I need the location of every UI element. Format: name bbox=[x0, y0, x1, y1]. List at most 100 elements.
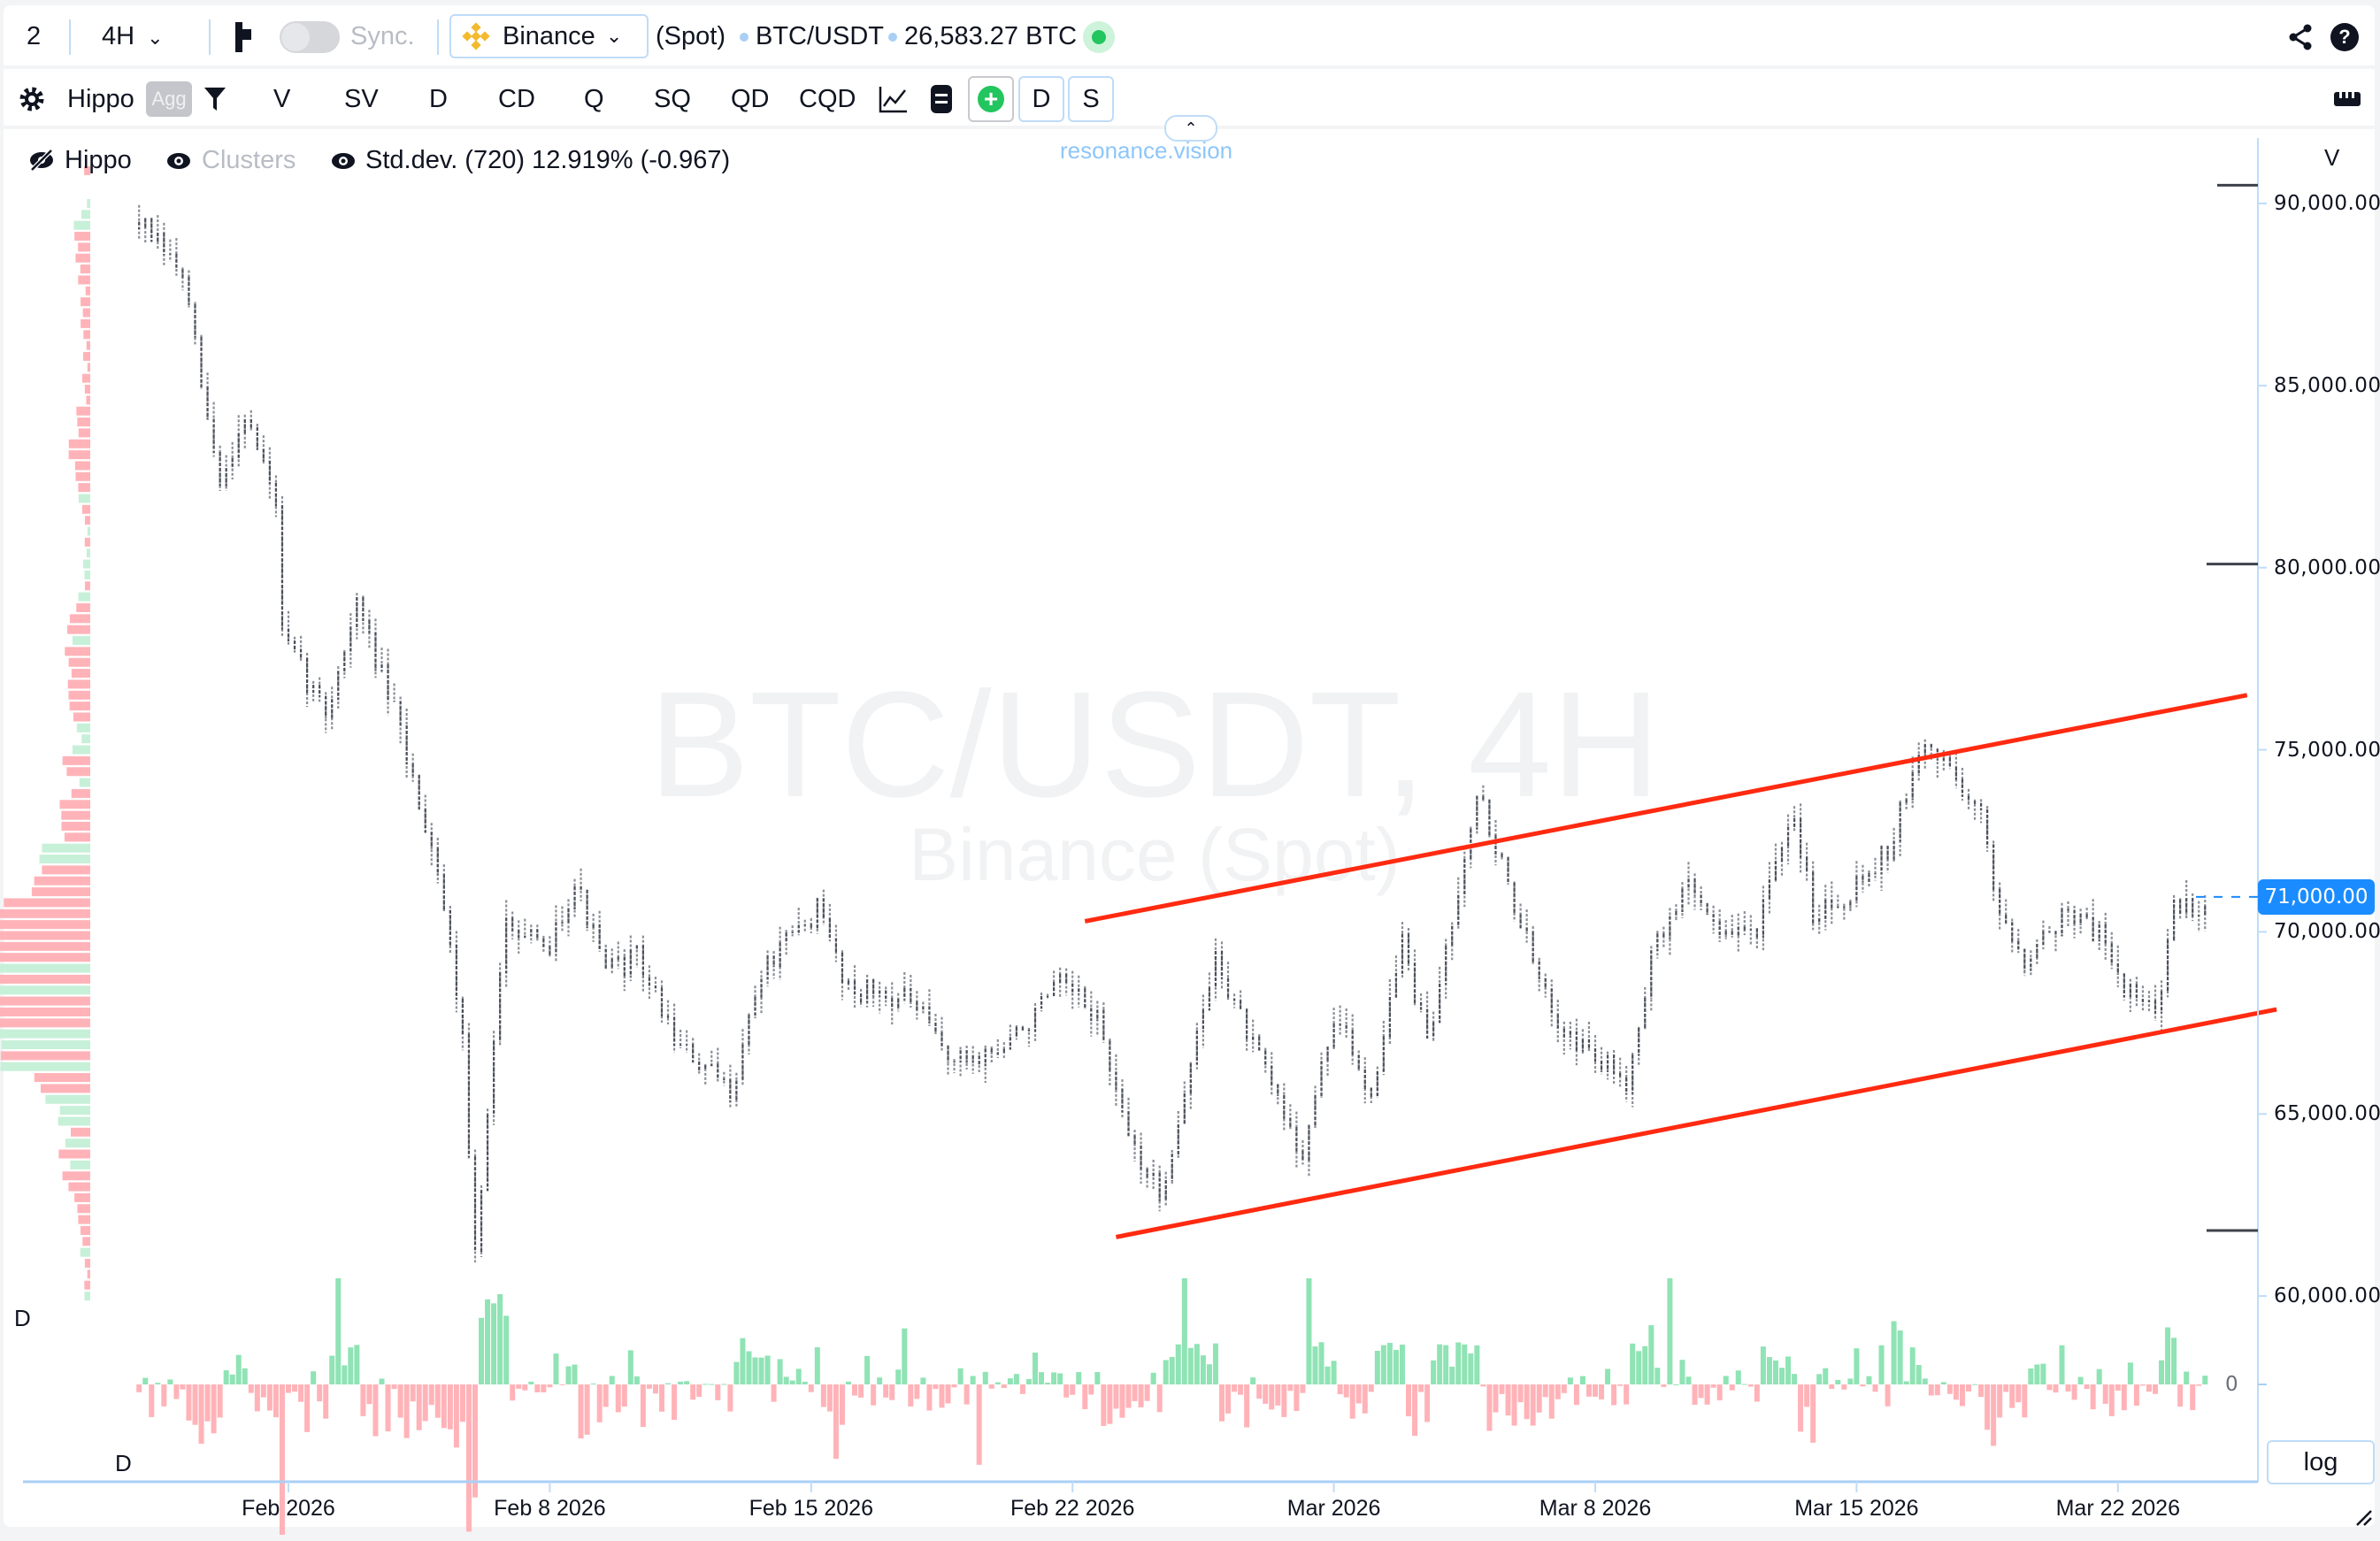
indicator-cd[interactable]: CD bbox=[498, 85, 535, 113]
delta-bar bbox=[740, 1338, 746, 1384]
profile-bar bbox=[78, 242, 90, 252]
eye-icon[interactable] bbox=[165, 150, 192, 172]
delta-bar bbox=[1953, 1384, 1959, 1400]
delta-bar bbox=[889, 1384, 895, 1400]
delta-bar bbox=[1449, 1366, 1455, 1384]
delta-bar bbox=[1555, 1384, 1561, 1399]
help-icon[interactable]: ? bbox=[2330, 23, 2359, 51]
delta-bar bbox=[976, 1384, 982, 1465]
add-indicator-button[interactable]: + bbox=[968, 76, 1014, 122]
sync-toggle[interactable] bbox=[280, 21, 340, 53]
delta-bar bbox=[1045, 1383, 1051, 1384]
delta-bar bbox=[802, 1381, 808, 1384]
agg-badge[interactable]: Agg bbox=[146, 81, 192, 117]
delta-bar bbox=[547, 1384, 553, 1388]
chevron-down-icon: ⌄ bbox=[147, 27, 164, 49]
delta-bar bbox=[1685, 1376, 1692, 1384]
delta-bar bbox=[1735, 1370, 1741, 1384]
indicator-sq[interactable]: SQ bbox=[654, 85, 691, 113]
profile-bar bbox=[77, 1204, 90, 1214]
delta-bar bbox=[1511, 1384, 1517, 1426]
indicator-cqd[interactable]: CQD bbox=[799, 85, 856, 113]
delta-bar bbox=[286, 1384, 291, 1393]
profile-bar bbox=[0, 941, 90, 951]
exchange-select[interactable]: Binance ⌄ bbox=[449, 14, 649, 58]
delta-bar bbox=[1300, 1384, 1306, 1393]
delta-bar bbox=[2202, 1376, 2208, 1384]
delta-bar bbox=[298, 1384, 304, 1402]
delta-bar bbox=[1101, 1384, 1107, 1426]
interval-select[interactable]: 4H ⌄ bbox=[102, 20, 164, 54]
layout-icon[interactable] bbox=[235, 22, 251, 52]
indicator-q[interactable]: Q bbox=[584, 85, 604, 113]
profile-bar bbox=[78, 1215, 90, 1224]
profile-bar bbox=[0, 1018, 90, 1028]
delta-bar bbox=[1163, 1360, 1169, 1384]
profile-bar bbox=[65, 647, 90, 656]
delta-bar bbox=[323, 1384, 329, 1419]
profile-bar bbox=[68, 1182, 90, 1192]
delta-bar bbox=[1462, 1344, 1468, 1384]
delta-zero-label: 0 bbox=[2225, 1373, 2239, 1396]
delta-bar bbox=[908, 1384, 914, 1407]
profile-name[interactable]: Hippo bbox=[67, 85, 134, 113]
profile-bar bbox=[81, 210, 90, 219]
delta-bar bbox=[180, 1384, 186, 1390]
resize-handle-icon[interactable] bbox=[2353, 1507, 2373, 1527]
date-tick-label: Feb 8 2026 bbox=[494, 1496, 606, 1521]
delta-bar bbox=[2003, 1384, 2009, 1392]
delta-bar bbox=[858, 1384, 864, 1398]
delta-bar bbox=[1642, 1346, 1648, 1384]
legend-hippo[interactable]: Hippo bbox=[65, 146, 132, 174]
delta-bar bbox=[279, 1384, 285, 1535]
legend-clusters[interactable]: Clusters bbox=[202, 146, 296, 174]
delta-bar bbox=[1057, 1373, 1063, 1384]
chart-panel bbox=[4, 129, 2375, 1527]
divider bbox=[69, 19, 71, 55]
profile-bar bbox=[70, 1127, 90, 1137]
profile-bar bbox=[80, 1225, 90, 1235]
indicator-sv[interactable]: SV bbox=[344, 85, 379, 113]
indicator-qd[interactable]: QD bbox=[731, 85, 770, 113]
delta-bar bbox=[410, 1384, 416, 1402]
collapse-toolbar-button[interactable]: ⌃ bbox=[1164, 115, 1217, 142]
price-axis-mode[interactable]: V bbox=[2324, 144, 2340, 171]
delta-bar bbox=[572, 1364, 578, 1384]
delta-bar bbox=[522, 1384, 528, 1391]
layout-count[interactable]: 2 bbox=[27, 22, 42, 50]
eye-off-icon[interactable] bbox=[28, 149, 55, 172]
indicator-d[interactable]: D bbox=[429, 85, 448, 113]
toggle-s-button[interactable]: S bbox=[1068, 76, 1114, 122]
delta-bar bbox=[1747, 1384, 1754, 1387]
settings-gear-icon[interactable] bbox=[18, 85, 46, 113]
notes-icon[interactable] bbox=[931, 85, 952, 113]
profile-bar bbox=[85, 581, 90, 591]
toggle-d-button[interactable]: D bbox=[1018, 76, 1064, 122]
delta-bar bbox=[814, 1347, 820, 1384]
delta-bar bbox=[902, 1328, 908, 1384]
delta-bar bbox=[1593, 1384, 1598, 1397]
log-scale-button[interactable]: log bbox=[2267, 1440, 2375, 1484]
delta-bar bbox=[733, 1361, 740, 1384]
delta-bar bbox=[1088, 1384, 1094, 1395]
delta-bar bbox=[403, 1384, 410, 1438]
brand-link[interactable]: resonance.vision bbox=[1060, 137, 1233, 164]
delta-bar bbox=[1698, 1384, 1704, 1399]
delta-bar bbox=[1437, 1344, 1443, 1384]
profile-bar bbox=[71, 669, 90, 678]
delta-bar bbox=[1294, 1384, 1300, 1412]
profile-label: D bbox=[14, 1305, 31, 1331]
filter-icon[interactable] bbox=[203, 87, 226, 111]
share-icon[interactable] bbox=[2286, 23, 2315, 51]
profile-bar bbox=[77, 418, 90, 427]
indicator-v[interactable]: V bbox=[273, 85, 291, 113]
eye-icon[interactable] bbox=[330, 150, 357, 172]
ruler-icon[interactable] bbox=[2334, 92, 2361, 106]
delta-bar bbox=[895, 1369, 902, 1384]
delta-bar bbox=[690, 1384, 696, 1400]
delta-bar bbox=[1039, 1372, 1045, 1384]
line-chart-icon[interactable] bbox=[879, 85, 909, 113]
symbol[interactable]: BTC/USDT bbox=[756, 22, 884, 50]
delta-bar bbox=[329, 1355, 335, 1384]
